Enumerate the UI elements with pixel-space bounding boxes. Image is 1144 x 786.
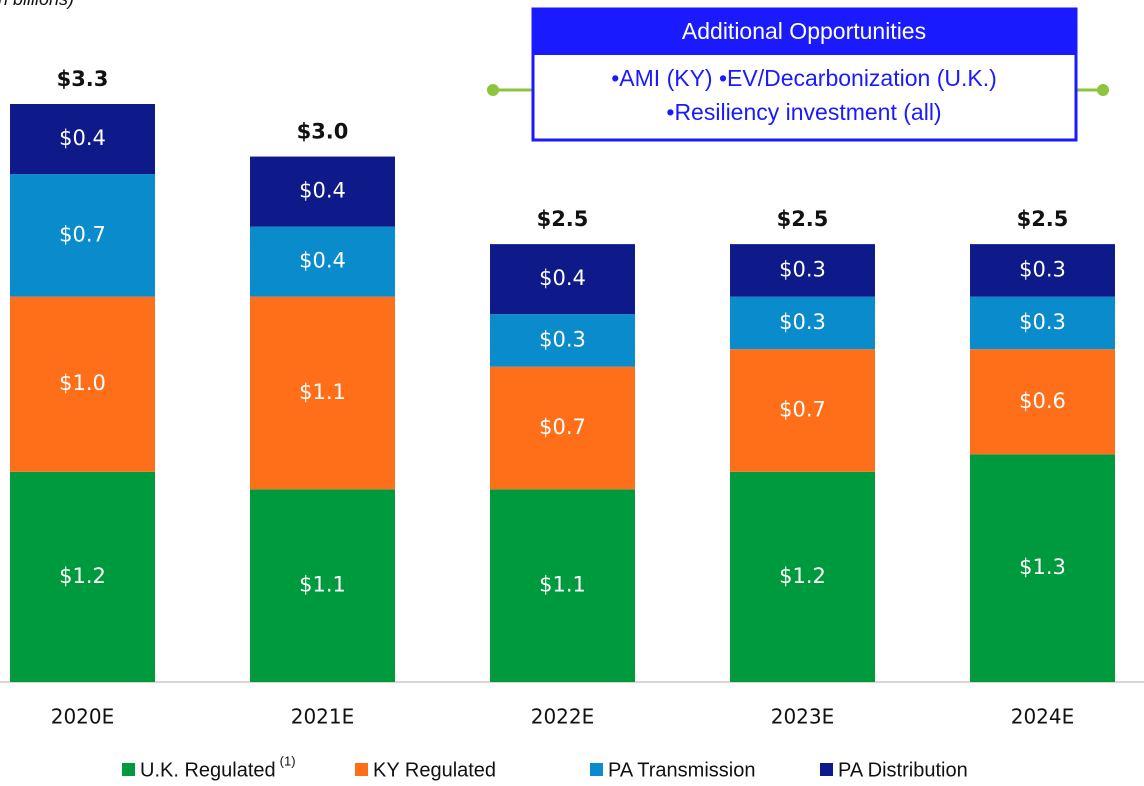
legend-label: U.K. Regulated <box>140 759 276 781</box>
data-label: $0.7 <box>539 415 586 439</box>
data-label: $0.4 <box>299 179 346 203</box>
total-label: $2.5 <box>1017 207 1069 231</box>
bar-segment <box>10 104 155 175</box>
data-label: $0.3 <box>779 257 826 281</box>
legend-label: PA Distribution <box>838 759 968 781</box>
legend-swatch <box>590 763 603 776</box>
total-label: $3.3 <box>57 67 109 91</box>
legend-note: (1) <box>280 753 296 768</box>
data-label: $0.3 <box>1019 310 1066 334</box>
data-label: $0.3 <box>1019 257 1066 281</box>
annotation: Additional Opportunities •AMI (KY) •EV/D… <box>487 7 1109 142</box>
bar-segment <box>730 349 875 472</box>
bar-segment <box>730 244 875 297</box>
bar-segment <box>970 296 1115 350</box>
bar-segment <box>730 296 875 350</box>
data-label: $1.1 <box>539 573 586 597</box>
bar-segment <box>250 226 395 297</box>
x-tick-label: 2021E <box>291 705 355 729</box>
total-label: $2.5 <box>777 207 829 231</box>
data-label: $1.1 <box>299 380 346 404</box>
data-label: $1.3 <box>1019 555 1066 579</box>
data-label: $0.4 <box>299 249 346 273</box>
data-label: $0.3 <box>779 310 826 334</box>
bar-segment <box>490 489 635 682</box>
legend-swatch <box>122 763 135 776</box>
data-label: $0.4 <box>539 266 586 290</box>
bar-segment <box>490 314 635 367</box>
bar-segment <box>970 349 1115 455</box>
subtitle: (in billions) <box>0 0 74 9</box>
bar-segment <box>970 244 1115 297</box>
data-label: $1.0 <box>59 371 106 395</box>
data-label: $0.6 <box>1019 389 1066 413</box>
bar-segment <box>970 454 1115 682</box>
connector-dot <box>1097 84 1109 96</box>
bar-segment <box>10 296 155 472</box>
bar-segment <box>490 366 635 490</box>
bar-segment <box>250 489 395 682</box>
data-label: $1.1 <box>299 573 346 597</box>
data-label: $1.2 <box>59 564 106 588</box>
bar-segment <box>10 471 155 682</box>
bar-segment <box>730 471 875 682</box>
data-label: $0.7 <box>59 222 106 246</box>
annotation-line: •AMI (KY) •EV/Decarbonization (U.K.) <box>611 65 997 91</box>
x-tick-label: 2020E <box>51 705 115 729</box>
data-label: $0.3 <box>539 327 586 351</box>
legend-label: PA Transmission <box>608 759 755 781</box>
x-tick-label: 2024E <box>1011 705 1075 729</box>
total-label: $2.5 <box>537 207 589 231</box>
connector-dot <box>487 84 499 96</box>
annotation-header <box>533 9 1076 55</box>
legend-swatch <box>820 763 833 776</box>
bar-segment <box>10 174 155 297</box>
legend-swatch <box>355 763 368 776</box>
data-label: $0.4 <box>59 126 106 150</box>
bar-segment <box>490 244 635 315</box>
x-tick-label: 2022E <box>531 705 595 729</box>
bar-segment <box>250 296 395 490</box>
bar-segment <box>250 156 395 227</box>
total-label: $3.0 <box>297 120 349 144</box>
data-label: $0.7 <box>779 398 826 422</box>
annotation-title: Additional Opportunities <box>682 18 926 44</box>
data-label: $1.2 <box>779 564 826 588</box>
annotation-line: •Resiliency investment (all) <box>666 99 941 125</box>
legend-label: KY Regulated <box>373 759 496 781</box>
x-tick-label: 2023E <box>771 705 835 729</box>
